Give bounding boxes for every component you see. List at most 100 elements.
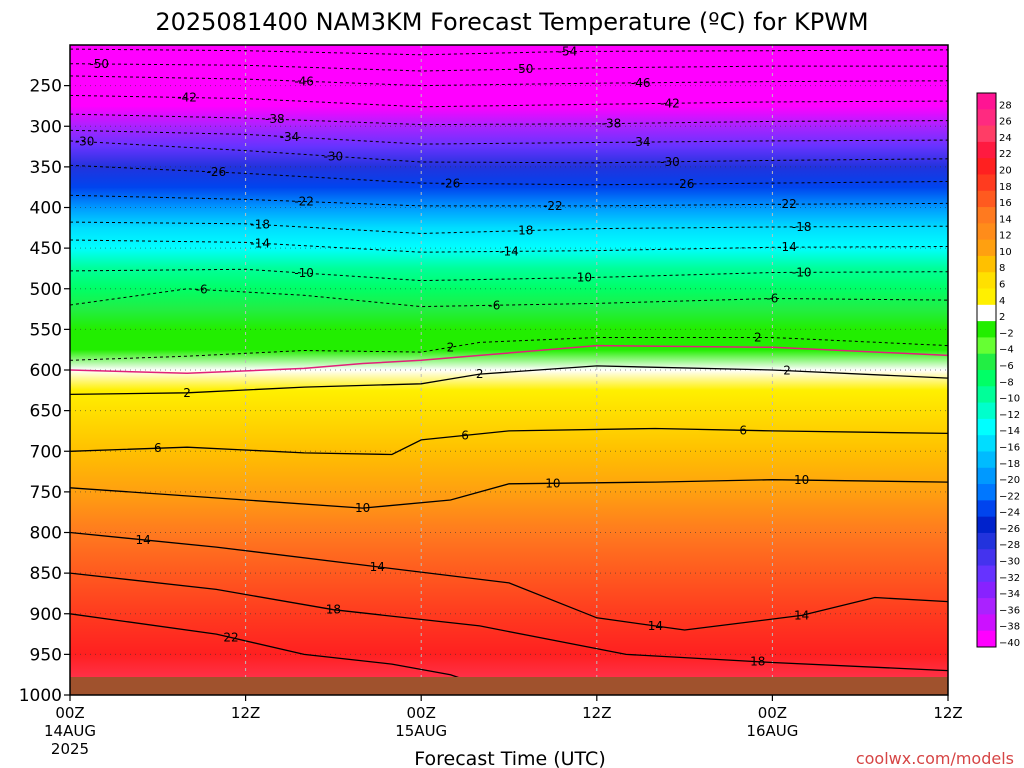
contour-label: 14 — [648, 619, 663, 633]
contour-label: -10 — [572, 271, 592, 285]
contour-line — [70, 288, 948, 308]
x-tick-date-label: 14AUG — [44, 722, 96, 740]
contour-label: -18 — [514, 224, 534, 238]
colorbar-label: 10 — [999, 247, 1012, 258]
colorbar-cell — [977, 190, 996, 208]
contour-label: 18 — [326, 603, 341, 617]
x-axis-label: Forecast Time (UTC) — [414, 748, 605, 768]
colorbar-cell — [977, 321, 996, 338]
contour-label: -46 — [631, 76, 651, 90]
colorbar-label: −30 — [999, 557, 1020, 568]
colorbar-cell — [977, 370, 996, 387]
colorbar-cell — [977, 141, 996, 159]
x-tick-year-label: 2025 — [51, 740, 89, 758]
contour-label: 6 — [461, 428, 469, 442]
x-tick-label: 00Z — [407, 704, 436, 722]
contour-line — [70, 268, 948, 282]
colorbar-label: −32 — [999, 573, 1020, 584]
contour-label: -50 — [89, 57, 109, 71]
freezing-line — [70, 344, 948, 375]
temperature-field — [70, 45, 948, 695]
plot-area: -54 -50 -50 -46 -46 -42 -42 -38 -38 -34 -34 -30 -30 -… — [70, 45, 948, 695]
chart-title: 2025081400 NAM3KM Forecast Temperature (… — [155, 8, 868, 36]
contour-label: -22 — [777, 197, 797, 211]
contour-label: -6 — [488, 298, 500, 312]
colorbar-cell — [977, 614, 996, 632]
colorbar-label: −40 — [999, 638, 1020, 649]
colorbar-cell — [977, 402, 996, 420]
colorbar-label: −16 — [999, 442, 1020, 453]
colorbar-cell — [977, 239, 996, 257]
contour-label: -38 — [602, 117, 622, 131]
colorbar-cell — [977, 549, 996, 567]
contour-line — [70, 194, 948, 207]
colorbar-cell — [977, 125, 996, 143]
y-tick-label: 1000 — [19, 686, 62, 706]
colorbar-cell — [977, 353, 996, 371]
contour-label: 10 — [355, 501, 370, 515]
colorbar-label: −34 — [999, 589, 1020, 600]
colorbar-cell — [977, 272, 996, 290]
contour-line — [70, 337, 948, 361]
y-tick-label: 500 — [30, 280, 62, 300]
colorbar-cell — [977, 93, 996, 110]
contour-label: -10 — [294, 266, 314, 280]
contour-line — [70, 572, 948, 672]
contour-label: 18 — [750, 655, 765, 669]
colorbar-cell — [977, 435, 996, 452]
colorbar-label: −22 — [999, 491, 1020, 502]
contour-label: -22 — [543, 199, 563, 213]
contour-label: -14 — [250, 236, 270, 250]
contour-label: -34 — [280, 130, 300, 144]
x-tick-label: 12Z — [933, 704, 962, 722]
y-tick-label: 950 — [30, 645, 62, 665]
ground-bar — [70, 677, 948, 695]
colorbar-label: 24 — [999, 133, 1012, 144]
contour-label: 6 — [154, 441, 162, 455]
x-tick-label: 00Z — [55, 704, 84, 722]
contour-label: 10 — [545, 476, 560, 490]
contour-line — [70, 221, 948, 235]
y-tick-label: 550 — [30, 320, 62, 340]
colorbar-cell — [977, 581, 996, 599]
colorbar-label: −36 — [999, 605, 1020, 616]
contour-label: -26 — [207, 165, 227, 179]
contour-label: -14 — [499, 244, 519, 258]
contour-label: 2 — [183, 386, 191, 400]
colorbar-label: −20 — [999, 475, 1020, 486]
colorbar-label: 28 — [999, 100, 1012, 111]
colorbar-label: −24 — [999, 508, 1020, 519]
colorbar-cell — [977, 255, 996, 273]
contour-label: 10 — [794, 473, 809, 487]
contour-line — [70, 63, 948, 72]
contour-line — [70, 129, 948, 145]
colorbar-cell — [977, 532, 996, 550]
contour-label: -34 — [631, 135, 651, 149]
colorbar-label: −38 — [999, 622, 1020, 633]
colorbar-cell — [977, 207, 996, 224]
colorbar-label: −4 — [999, 345, 1014, 356]
colorbar-label: 26 — [999, 117, 1012, 128]
y-tick-label: 350 — [30, 158, 62, 178]
y-tick-label: 650 — [30, 402, 62, 422]
y-tick-label: 750 — [30, 483, 62, 503]
colorbar-cell — [977, 288, 996, 306]
colorbar-label: 2 — [999, 312, 1005, 323]
contour-label: 14 — [794, 608, 809, 622]
contour-line — [70, 164, 948, 186]
contour-label: -6 — [196, 283, 208, 297]
contour-label: -42 — [660, 96, 680, 110]
y-tick-label: 250 — [30, 77, 62, 97]
colorbar-cell — [977, 451, 996, 469]
contour-label: -22 — [294, 195, 314, 209]
colorbar-label: −12 — [999, 410, 1020, 421]
y-tick-label: 800 — [30, 524, 62, 544]
colorbar-label: 6 — [999, 280, 1005, 291]
colorbar-label: −8 — [999, 377, 1014, 388]
y-tick-label: 900 — [30, 605, 62, 625]
contour-label: -18 — [250, 218, 270, 232]
contour-label: 22 — [223, 630, 238, 644]
contour-label: -50 — [514, 62, 534, 76]
